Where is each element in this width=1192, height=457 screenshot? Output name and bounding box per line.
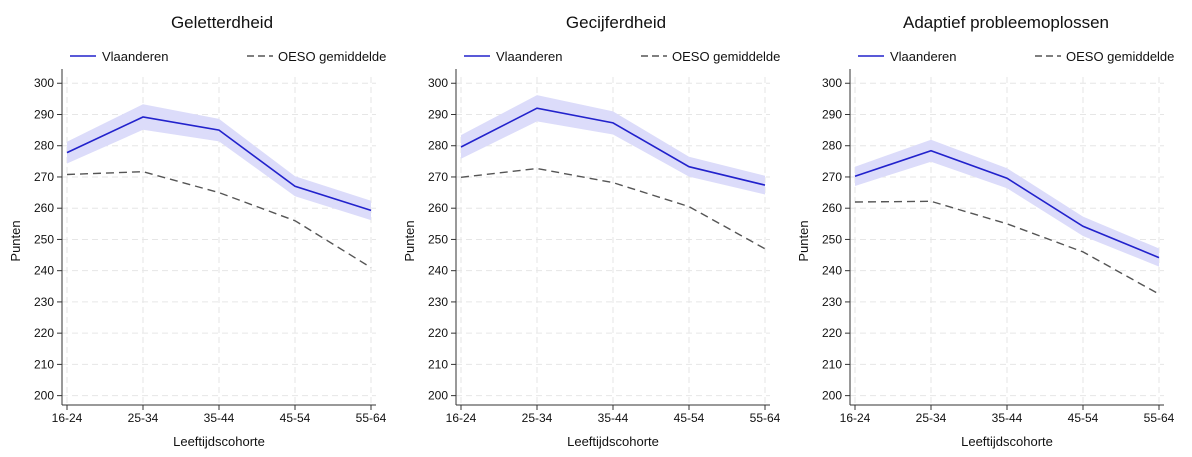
chart-panel: Geletterdheid Vlaanderen OESO gemiddelde 20… (8, 13, 387, 449)
x-tick-label: 55-64 (1144, 411, 1175, 425)
y-tick-label: 200 (34, 389, 54, 403)
y-tick-label: 280 (34, 139, 54, 153)
series-line-oeso (460, 167, 766, 250)
y-axis-label: Punten (402, 220, 417, 261)
y-tick-label: 300 (34, 76, 54, 90)
x-tick-label: 45-54 (1068, 411, 1099, 425)
y-axis-label: Punten (796, 220, 811, 261)
x-tick-label: 25-34 (522, 411, 553, 425)
legend-label-vlaanderen: Vlaanderen (890, 49, 957, 64)
y-tick-label: 260 (428, 201, 448, 215)
y-tick-label: 200 (428, 389, 448, 403)
y-tick-label: 210 (822, 357, 842, 371)
y-tick-label: 250 (34, 232, 54, 246)
y-tick-label: 210 (34, 357, 54, 371)
y-tick-label: 210 (428, 357, 448, 371)
legend-label-oeso: OESO gemiddelde (278, 49, 386, 64)
chart-title: Gecijferdheid (566, 13, 666, 32)
x-tick-label: 45-54 (280, 411, 311, 425)
y-tick-label: 240 (34, 264, 54, 278)
x-tick-label: 35-44 (598, 411, 629, 425)
y-tick-label: 280 (428, 139, 448, 153)
y-tick-label: 280 (822, 139, 842, 153)
x-axis-label: Leeftijdscohorte (567, 434, 659, 449)
series-vlaanderen-confidence-band (461, 95, 765, 195)
y-axis-label: Punten (8, 220, 23, 261)
chart-panel: Gecijferdheid Vlaanderen OESO gemiddelde 20… (402, 13, 781, 449)
chart-title: Geletterdheid (171, 13, 273, 32)
y-tick-label: 290 (34, 107, 54, 121)
x-tick-label: 55-64 (750, 411, 781, 425)
chart-title: Adaptief probleemoplossen (903, 13, 1109, 32)
series-line-oeso (854, 200, 1160, 295)
y-tick-label: 220 (34, 326, 54, 340)
x-tick-label: 16-24 (446, 411, 477, 425)
series-line-vlaanderen (460, 107, 766, 186)
y-tick-label: 230 (34, 295, 54, 309)
x-axis-label: Leeftijdscohorte (173, 434, 265, 449)
legend-label-oeso: OESO gemiddelde (1066, 49, 1174, 64)
y-tick-label: 300 (822, 76, 842, 90)
y-tick-label: 220 (428, 326, 448, 340)
y-tick-label: 270 (34, 170, 54, 184)
y-tick-label: 200 (822, 389, 842, 403)
legend-label-vlaanderen: Vlaanderen (102, 49, 169, 64)
y-tick-label: 300 (428, 76, 448, 90)
y-tick-label: 290 (822, 107, 842, 121)
x-tick-label: 55-64 (356, 411, 387, 425)
x-axis-label: Leeftijdscohorte (961, 434, 1053, 449)
y-tick-label: 240 (822, 264, 842, 278)
x-tick-label: 25-34 (128, 411, 159, 425)
y-tick-label: 230 (822, 295, 842, 309)
series-line-vlaanderen (66, 116, 372, 212)
y-tick-label: 270 (428, 170, 448, 184)
y-tick-label: 230 (428, 295, 448, 309)
y-tick-label: 260 (34, 201, 54, 215)
legend-label-oeso: OESO gemiddelde (672, 49, 780, 64)
y-tick-label: 250 (428, 232, 448, 246)
x-tick-label: 25-34 (916, 411, 947, 425)
x-tick-label: 35-44 (204, 411, 235, 425)
y-tick-label: 220 (822, 326, 842, 340)
y-tick-label: 250 (822, 232, 842, 246)
series-line-oeso (66, 170, 372, 269)
x-tick-label: 16-24 (52, 411, 83, 425)
x-tick-label: 35-44 (992, 411, 1023, 425)
y-tick-label: 290 (428, 107, 448, 121)
series-vlaanderen-confidence-band (67, 104, 371, 221)
series-line-vlaanderen (854, 149, 1160, 259)
x-tick-label: 16-24 (840, 411, 871, 425)
legend-label-vlaanderen: Vlaanderen (496, 49, 563, 64)
series-vlaanderen-confidence-band (855, 139, 1159, 267)
y-tick-label: 240 (428, 264, 448, 278)
x-tick-label: 45-54 (674, 411, 705, 425)
chart-panel: Adaptief probleemoplossen Vlaanderen OESO … (796, 13, 1175, 449)
y-tick-label: 260 (822, 201, 842, 215)
y-tick-label: 270 (822, 170, 842, 184)
